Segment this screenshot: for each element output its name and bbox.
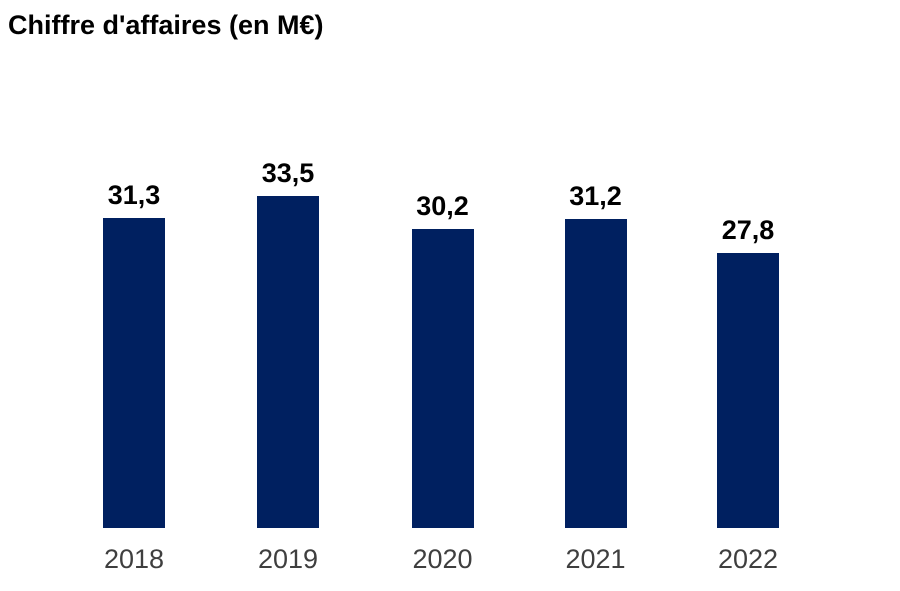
bar [717,253,779,528]
bar-value-label: 27,8 [721,215,775,245]
bar-group: 27,8 2022 [686,217,810,591]
x-axis-category-label: 2019 [257,544,319,574]
bar-value-label: 30,2 [416,191,469,221]
bar-value-label: 31,3 [107,180,161,210]
x-axis-category-label: 2020 [412,544,473,574]
bar-group: 30,2 2020 [381,193,505,591]
bar-group: 31,3 2018 [72,182,196,591]
bar-value-label: 31,2 [569,181,622,211]
bar-group: 33,5 2019 [226,160,350,591]
bar-value-label: 33,5 [261,158,315,188]
bar [103,218,165,528]
x-axis-category-label: 2018 [103,544,165,574]
bar [564,219,627,528]
bar [257,196,319,528]
chart-title: Chiffre d'affaires (en M€) [8,10,324,40]
bar-group: 31,2 2021 [534,183,658,591]
bar [411,229,474,528]
x-axis-category-label: 2021 [565,544,626,574]
x-axis-category-label: 2022 [717,544,779,574]
